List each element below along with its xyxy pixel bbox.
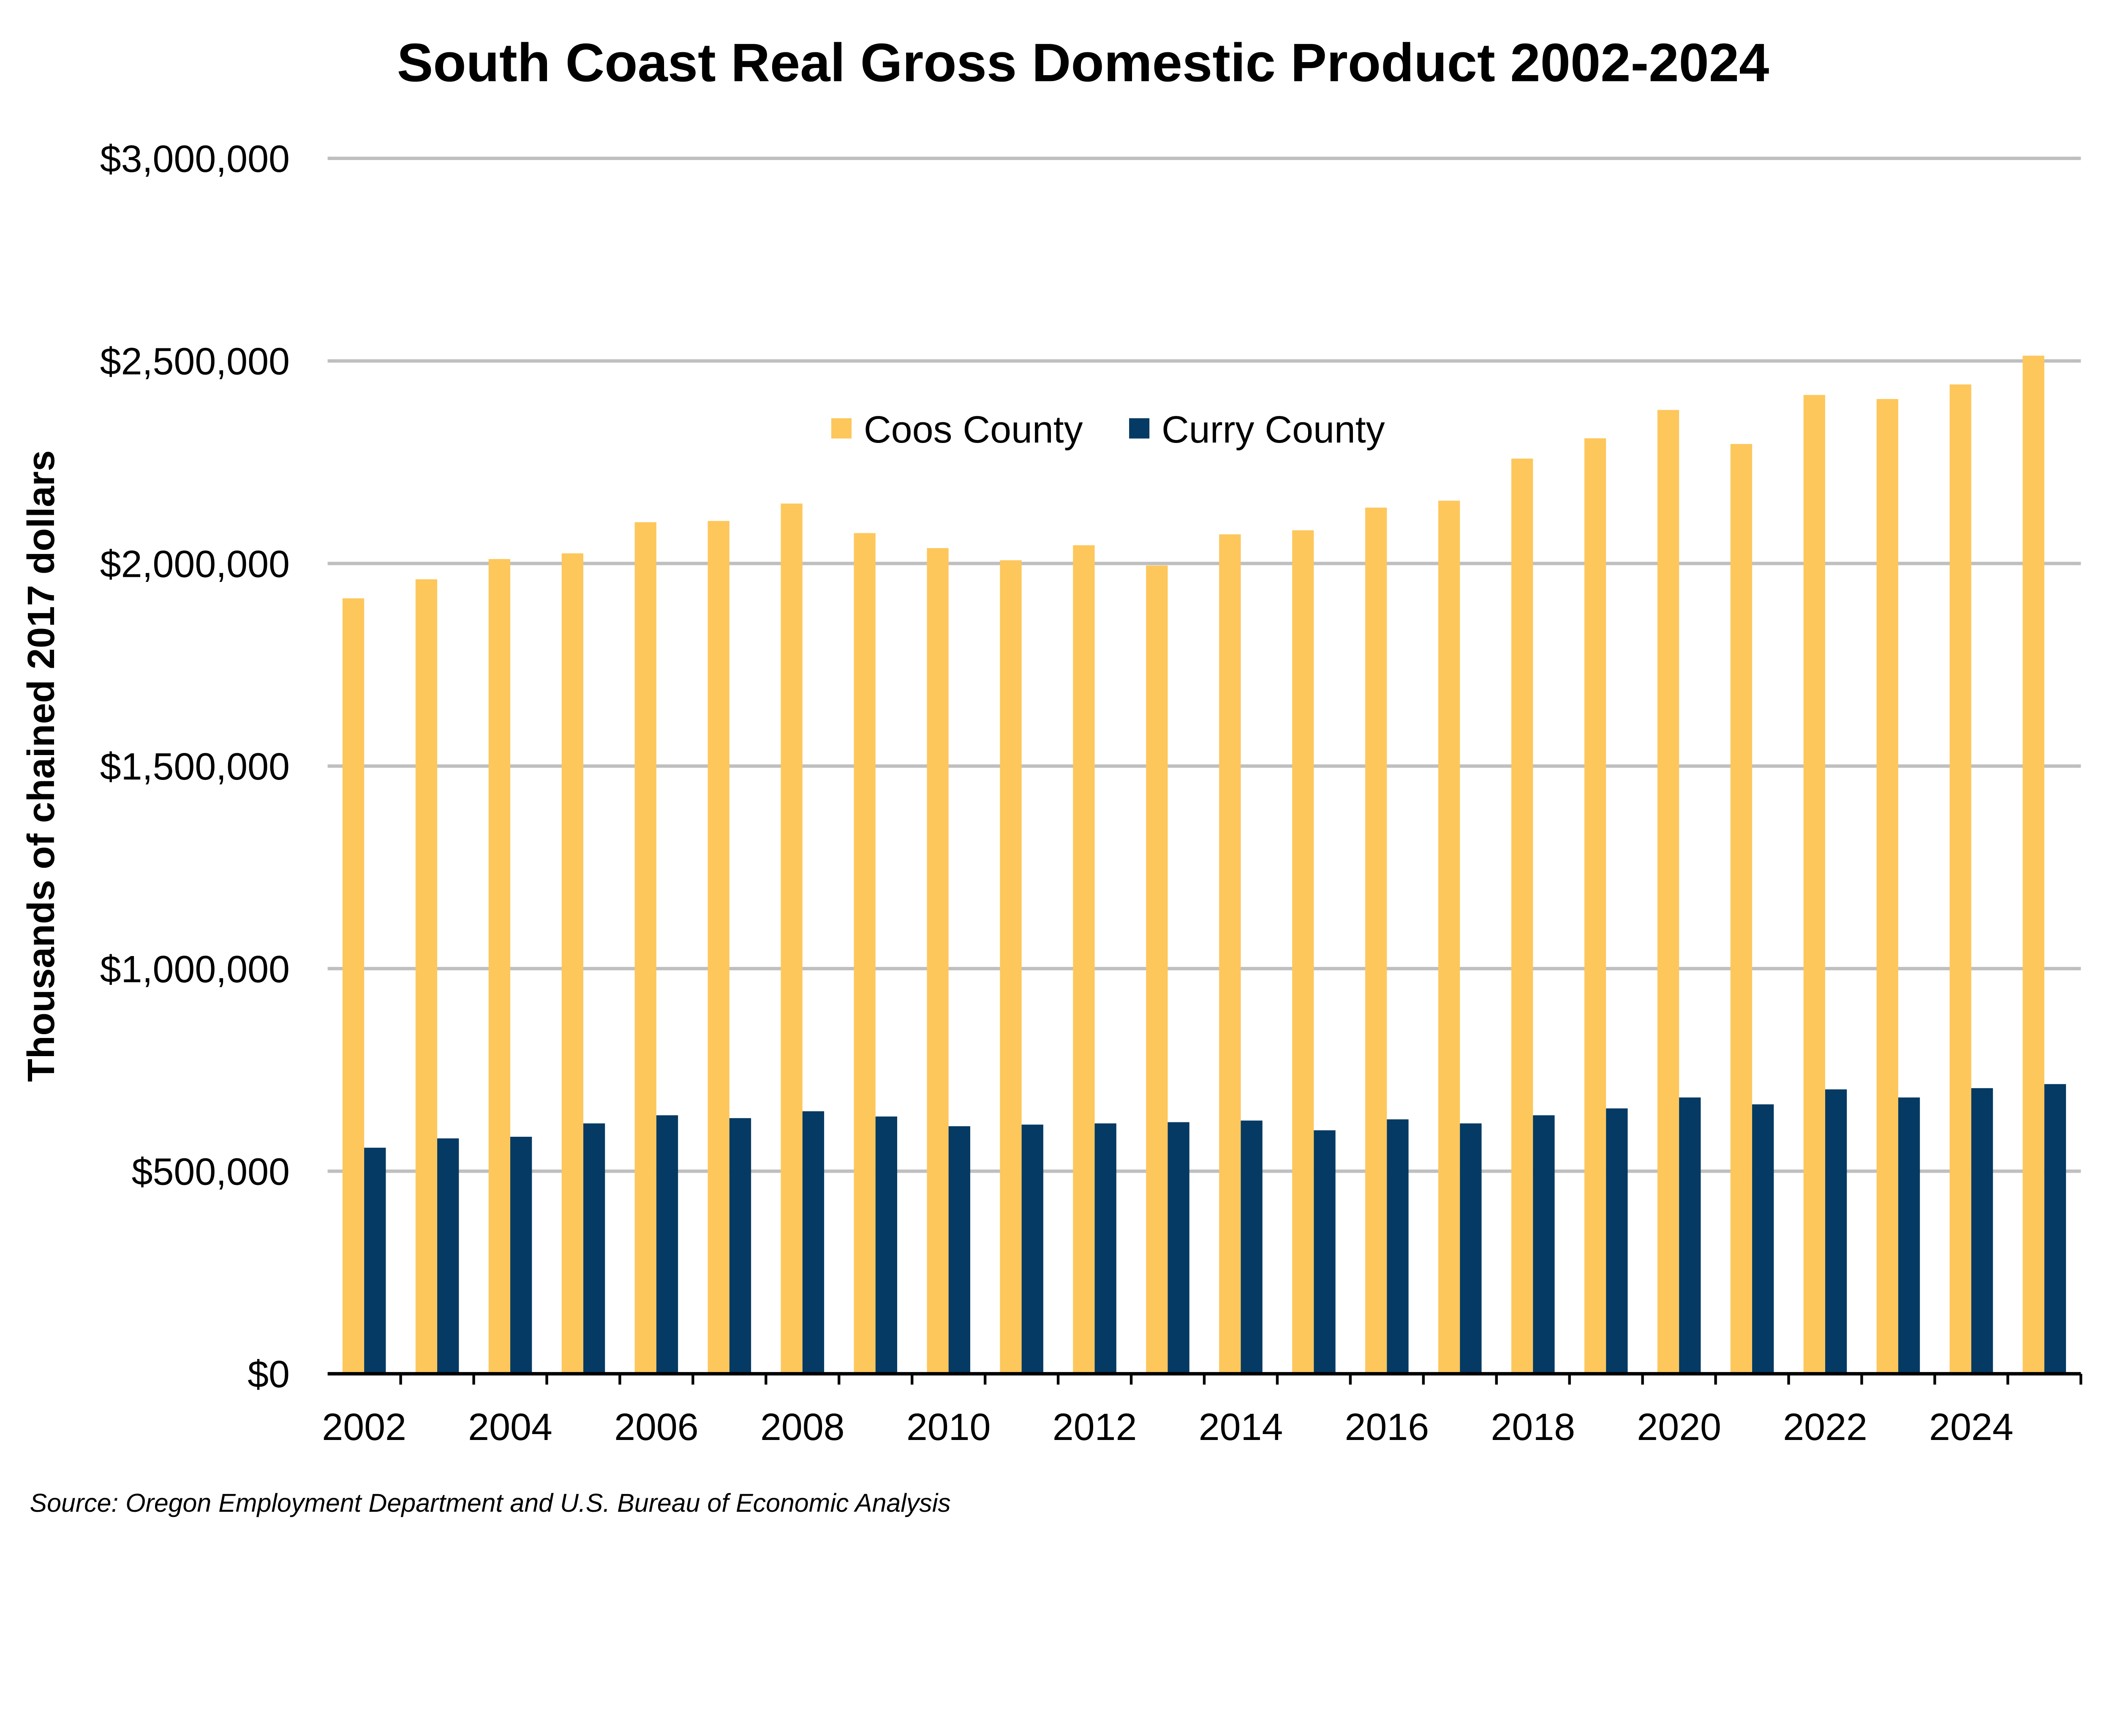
bar-curry-county [1606, 1108, 1628, 1374]
y-tick-label: $0 [248, 1353, 290, 1396]
bar-coos-county [927, 548, 949, 1374]
y-tick-label: $2,000,000 [100, 543, 290, 585]
x-tick-label: 2008 [760, 1406, 845, 1448]
bar-curry-county [1387, 1119, 1409, 1374]
x-tick-label: 2018 [1491, 1406, 1575, 1448]
bar-curry-county [2044, 1084, 2066, 1374]
x-tick-label: 2012 [1053, 1406, 1137, 1448]
x-tick-label: 2016 [1345, 1406, 1429, 1448]
chart-title: South Coast Real Gross Domestic Product … [397, 33, 1769, 93]
x-tick-label: 2010 [906, 1406, 991, 1448]
legend-label-curry: Curry County [1162, 409, 1385, 451]
source-note: Source: Oregon Employment Department and… [30, 1489, 951, 1517]
bar-curry-county [1971, 1088, 1993, 1374]
bar-curry-county [729, 1118, 751, 1374]
bar-curry-county [1168, 1122, 1189, 1374]
legend-label-coos: Coos County [864, 409, 1083, 451]
bar-curry-county [1021, 1125, 1043, 1374]
y-tick-label: $2,500,000 [100, 341, 290, 383]
bar-coos-county [1949, 384, 1971, 1374]
bar-coos-county [634, 522, 656, 1374]
bar-curry-county [948, 1126, 970, 1374]
bar-curry-county [1533, 1115, 1555, 1374]
bar-curry-county [656, 1115, 678, 1374]
bar-coos-county [1365, 507, 1387, 1374]
bar-curry-county [802, 1111, 825, 1374]
bar-coos-county [415, 579, 438, 1374]
bar-coos-county [781, 503, 803, 1374]
bar-coos-county [1730, 444, 1753, 1374]
bar-coos-county [488, 559, 511, 1374]
bar-coos-county [1292, 530, 1314, 1374]
y-tick-label: $1,000,000 [100, 948, 290, 991]
x-tick-label: 2024 [1929, 1406, 2014, 1448]
bar-coos-county [561, 553, 583, 1374]
bar-curry-county [1241, 1120, 1263, 1374]
bar-coos-county [1146, 565, 1168, 1374]
bar-coos-county [708, 521, 729, 1374]
bar-curry-county [510, 1136, 532, 1374]
bar-curry-county [875, 1116, 897, 1374]
x-tick-label: 2002 [322, 1406, 406, 1448]
y-tick-label: $1,500,000 [100, 746, 290, 788]
y-axis-label: Thousands of chained 2017 dollars [20, 450, 63, 1082]
bar-coos-county [1073, 545, 1095, 1374]
bar-coos-county [1803, 395, 1825, 1374]
bar-curry-county [1094, 1123, 1116, 1374]
bar-coos-county [2022, 356, 2044, 1374]
bar-coos-county [342, 598, 365, 1374]
bar-coos-county [1584, 438, 1606, 1374]
bar-coos-county [854, 533, 876, 1374]
x-tick-label: 2014 [1199, 1406, 1283, 1448]
x-tick-label: 2004 [468, 1406, 552, 1448]
x-tick-label: 2022 [1783, 1406, 1867, 1448]
bar-curry-county [1314, 1130, 1336, 1374]
x-tick-label: 2006 [614, 1406, 699, 1448]
bar-chart: South Coast Real Gross Domestic Product … [20, 33, 2082, 1517]
bar-curry-county [1679, 1097, 1701, 1374]
bar-curry-county [437, 1138, 459, 1374]
y-tick-label: $3,000,000 [100, 138, 290, 180]
y-tick-label: $500,000 [132, 1151, 290, 1193]
bar-coos-county [1438, 500, 1460, 1374]
bar-curry-county [1825, 1089, 1847, 1374]
bar-curry-county [1898, 1097, 1920, 1374]
legend-swatch-coos [831, 418, 852, 439]
bar-coos-county [1876, 399, 1898, 1374]
bar-coos-county [1219, 534, 1241, 1374]
bar-curry-county [1460, 1123, 1482, 1374]
bar-curry-county [1752, 1104, 1774, 1374]
bar-coos-county [1657, 410, 1679, 1374]
bar-coos-county [1000, 560, 1022, 1374]
bar-coos-county [1511, 458, 1533, 1374]
x-tick-label: 2020 [1637, 1406, 1721, 1448]
legend-swatch-curry [1129, 418, 1150, 439]
legend: Coos County Curry County [831, 409, 1385, 451]
bar-curry-county [364, 1147, 386, 1374]
bar-curry-county [583, 1123, 605, 1374]
